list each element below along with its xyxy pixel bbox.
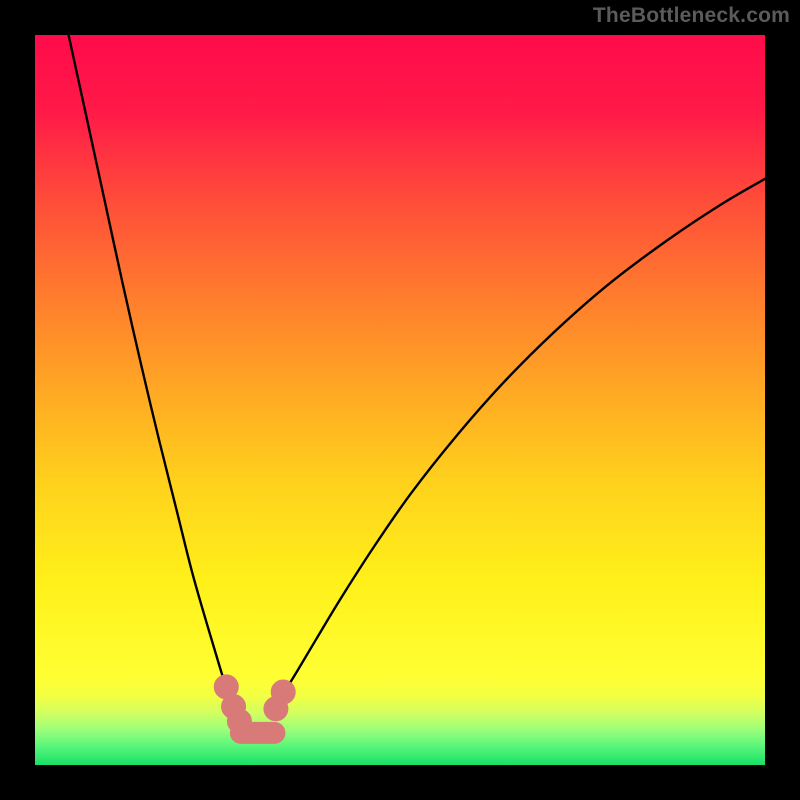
plot-svg — [35, 35, 765, 765]
curve-right — [280, 179, 765, 703]
watermark-text: TheBottleneck.com — [593, 4, 790, 28]
plot-frame — [35, 35, 765, 765]
marker-dot — [227, 709, 251, 733]
marker-dot — [271, 680, 295, 704]
curve-left — [69, 35, 233, 703]
